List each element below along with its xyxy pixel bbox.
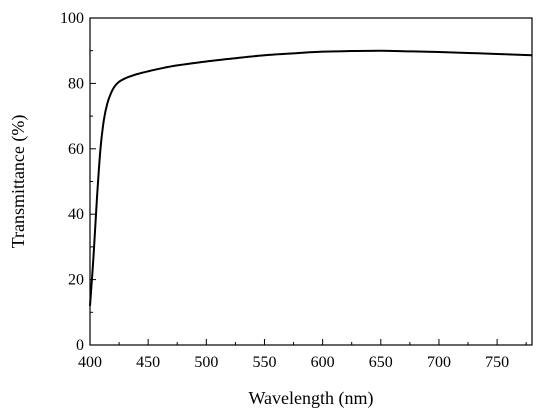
y-tick-label: 80: [68, 75, 84, 92]
x-axis-ticks: 400 450 500 550 600 650 700 750: [78, 339, 527, 371]
y-axis-title: Transmittance (%): [8, 115, 29, 249]
transmittance-line: [89, 49, 533, 306]
y-tick-label: 0: [76, 337, 84, 354]
y-tick-label: 20: [68, 272, 84, 289]
plot-frame: [89, 17, 533, 346]
x-tick-label: 400: [78, 354, 102, 371]
x-tick-label: 700: [427, 354, 451, 371]
x-tick-label: 650: [369, 354, 393, 371]
x-tick-label: 450: [136, 354, 160, 371]
x-tick-label: 600: [311, 354, 335, 371]
x-tick-label: 550: [252, 354, 276, 371]
y-tick-label: 60: [68, 141, 84, 158]
x-tick-label: 750: [485, 354, 509, 371]
y-tick-label: 100: [60, 10, 84, 27]
y-axis-ticks: 0 20 40 60 80 100: [60, 10, 96, 354]
x-tick-label: 500: [194, 354, 218, 371]
y-tick-label: 40: [68, 206, 84, 223]
x-axis-title: Wavelength (nm): [248, 388, 373, 409]
